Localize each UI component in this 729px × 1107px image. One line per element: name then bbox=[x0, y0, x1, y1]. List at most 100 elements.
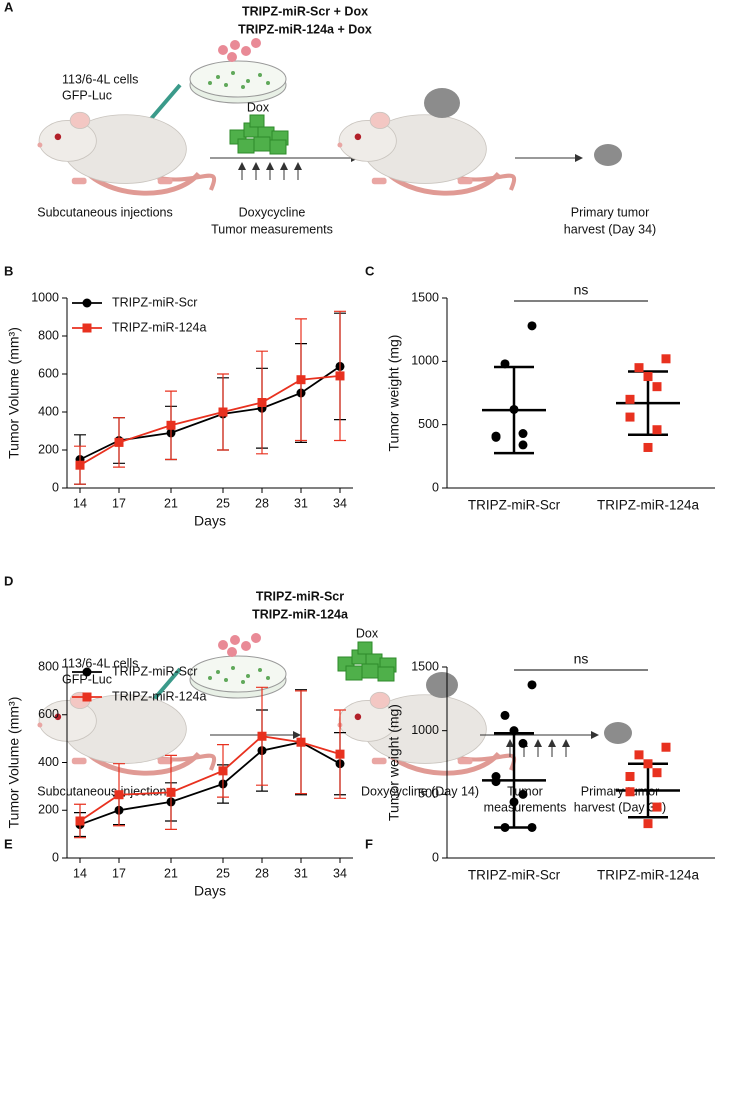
legend-label: TRIPZ-miR-Scr bbox=[112, 295, 197, 309]
step-label: measurements bbox=[484, 800, 567, 814]
x-tick-label: TRIPZ-miR-Scr bbox=[468, 868, 561, 883]
legend-marker bbox=[82, 298, 92, 308]
data-point bbox=[652, 802, 662, 812]
cell-label: GFP-Luc bbox=[62, 672, 112, 686]
data-point bbox=[257, 731, 267, 741]
x-tick-label: 17 bbox=[112, 496, 126, 510]
y-tick-label: 500 bbox=[418, 417, 439, 431]
step-label: harvest (Day 34) bbox=[564, 222, 656, 236]
x-axis-label: Days bbox=[194, 883, 226, 899]
y-tick-label: 800 bbox=[38, 328, 59, 342]
step-label: harvest (Day 34) bbox=[574, 800, 666, 814]
drug-label: Dox bbox=[356, 626, 379, 640]
y-tick-label: 0 bbox=[52, 480, 59, 494]
cell-label: 113/6-4L cells bbox=[62, 72, 138, 86]
x-tick-label: 25 bbox=[216, 866, 230, 880]
data-point bbox=[218, 766, 228, 776]
data-point bbox=[218, 407, 228, 417]
data-point bbox=[518, 429, 528, 439]
panel-label: E bbox=[4, 836, 13, 851]
y-tick-label: 0 bbox=[52, 850, 59, 864]
data-point bbox=[643, 759, 653, 769]
data-point bbox=[75, 816, 85, 826]
data-point bbox=[527, 680, 537, 690]
x-tick-label: 14 bbox=[73, 496, 87, 510]
cell-label: GFP-Luc bbox=[62, 88, 112, 102]
data-point bbox=[634, 750, 644, 760]
panel-label: D bbox=[4, 573, 13, 588]
drug-label: Dox bbox=[247, 100, 270, 114]
y-axis-label: Tumor Volume (mm³) bbox=[6, 327, 22, 459]
data-point bbox=[652, 382, 662, 392]
data-point bbox=[114, 790, 124, 800]
data-point bbox=[166, 420, 176, 430]
x-tick-label: 25 bbox=[216, 496, 230, 510]
data-point bbox=[643, 442, 653, 452]
y-tick-label: 0 bbox=[432, 850, 439, 864]
panel-label: A bbox=[4, 0, 14, 14]
data-point bbox=[500, 710, 510, 720]
y-tick-label: 400 bbox=[38, 755, 59, 769]
legend-label: TRIPZ-miR-124a bbox=[112, 689, 207, 703]
group-label: TRIPZ-miR-124a bbox=[252, 607, 349, 621]
y-tick-label: 1500 bbox=[411, 659, 439, 673]
legend-label: TRIPZ-miR-124a bbox=[112, 320, 207, 334]
data-point bbox=[625, 787, 635, 797]
step-label: Doxycycline bbox=[239, 205, 306, 219]
cell-label: 113/6-4L cells bbox=[62, 656, 138, 670]
y-axis-label: Tumor weight (mg) bbox=[386, 704, 402, 821]
step-label: Primary tumor bbox=[571, 205, 649, 219]
panel-label: B bbox=[4, 263, 13, 278]
group-label: TRIPZ-miR-Scr bbox=[256, 589, 344, 603]
significance-label: ns bbox=[574, 651, 589, 667]
y-tick-label: 800 bbox=[38, 659, 59, 673]
data-point bbox=[518, 738, 528, 748]
x-tick-label: 14 bbox=[73, 866, 87, 880]
data-point bbox=[509, 797, 519, 807]
x-tick-label: 21 bbox=[164, 496, 178, 510]
y-tick-label: 600 bbox=[38, 366, 59, 380]
legend-marker bbox=[82, 323, 92, 333]
data-point bbox=[257, 398, 267, 407]
data-point bbox=[634, 363, 644, 373]
data-point bbox=[114, 437, 124, 447]
data-point bbox=[296, 737, 306, 747]
x-tick-label: 34 bbox=[333, 866, 347, 880]
y-tick-label: 1000 bbox=[31, 290, 59, 304]
y-tick-label: 200 bbox=[38, 803, 59, 817]
group-label: TRIPZ-miR-124a + Dox bbox=[238, 22, 372, 36]
y-tick-label: 1000 bbox=[411, 723, 439, 737]
x-tick-label: 17 bbox=[112, 866, 126, 880]
schematic-d: D TRIPZ-miR-Scr TRIPZ-miR-124a 113/6-4L … bbox=[4, 573, 666, 814]
data-point bbox=[500, 359, 510, 369]
data-point bbox=[652, 768, 662, 778]
y-axis-label: Tumor Volume (mm³) bbox=[6, 697, 22, 829]
x-tick-label: 34 bbox=[333, 496, 347, 510]
y-tick-label: 0 bbox=[432, 480, 439, 494]
data-point bbox=[491, 777, 501, 787]
data-point bbox=[625, 394, 635, 404]
significance-label: ns bbox=[574, 282, 589, 298]
data-point bbox=[661, 742, 671, 752]
y-tick-label: 400 bbox=[38, 404, 59, 418]
x-tick-label: 21 bbox=[164, 866, 178, 880]
data-point bbox=[527, 321, 537, 331]
legend-marker bbox=[82, 692, 92, 702]
y-tick-label: 600 bbox=[38, 707, 59, 721]
panel-label: C bbox=[365, 263, 375, 278]
data-point bbox=[518, 789, 528, 799]
x-tick-label: TRIPZ-miR-Scr bbox=[468, 498, 561, 513]
data-point bbox=[652, 425, 662, 435]
panel-label: F bbox=[365, 836, 373, 851]
x-tick-label: 28 bbox=[255, 866, 269, 880]
y-tick-label: 500 bbox=[418, 787, 439, 801]
data-point bbox=[166, 787, 176, 797]
data-point bbox=[643, 372, 653, 382]
data-point bbox=[296, 375, 306, 385]
data-point bbox=[500, 822, 510, 832]
x-tick-label: TRIPZ-miR-124a bbox=[597, 498, 700, 513]
data-point bbox=[509, 726, 519, 736]
data-point bbox=[643, 819, 653, 829]
x-tick-label: 31 bbox=[294, 866, 308, 880]
data-point bbox=[335, 749, 345, 759]
